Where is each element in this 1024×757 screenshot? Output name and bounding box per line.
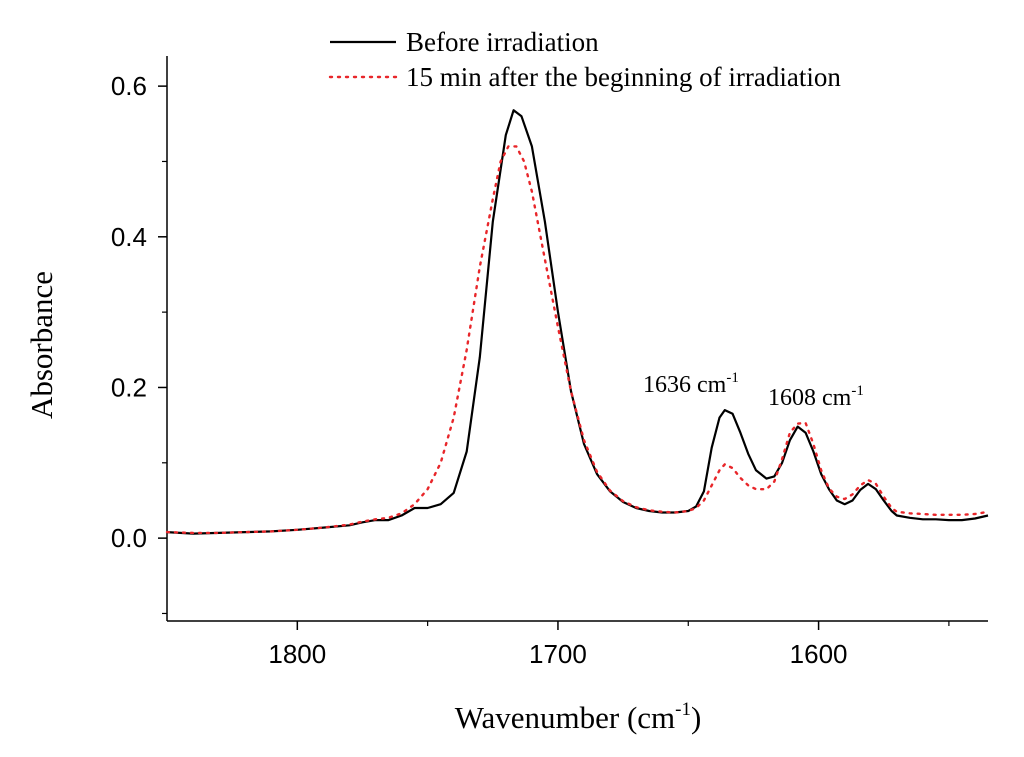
legend-label-0: Before irradiation [406, 27, 599, 57]
y-axis-title: Absorbance [24, 271, 59, 419]
chart-labels: 0.0 0.2 0.4 0.6 1800 1700 1600 Before irradiati… [24, 27, 864, 735]
y-tick-label-2: 0.4 [111, 222, 147, 252]
series-line-1 [165, 145, 990, 535]
peak-annotation-1: 1608 cm-1 [768, 383, 864, 411]
x-tick-label-2: 1600 [790, 639, 848, 669]
y-tick-label-0: 0.0 [111, 523, 147, 553]
legend-label-1: 15 min after the beginning of irradiatio… [406, 62, 841, 92]
y-tick-label-3: 0.6 [111, 71, 147, 101]
y-tick-label-1: 0.2 [111, 372, 147, 402]
axes [158, 56, 988, 630]
x-tick-label-0: 1800 [268, 639, 326, 669]
x-axis-title: Wavenumber (cm-1) [455, 699, 702, 735]
plot-series [165, 109, 990, 535]
x-tick-label-1: 1700 [529, 639, 587, 669]
series-line-0 [166, 109, 989, 535]
peak-annotation-0: 1636 cm-1 [643, 370, 739, 398]
